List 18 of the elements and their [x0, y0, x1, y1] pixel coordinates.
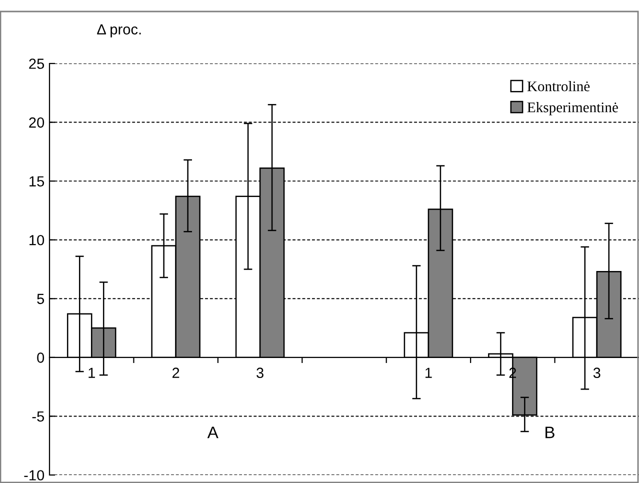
annotation: B [546, 426, 554, 438]
y-tick-label: 10 [30, 234, 44, 246]
y-tick-label: 0 [37, 352, 44, 363]
annotation: A [207, 426, 218, 438]
y-tick-label: 5 [37, 294, 44, 304]
y-tick-label: 20 [29, 117, 44, 128]
y-axis-title: Δ proc. [97, 24, 141, 38]
y-tick-label: 15 [30, 176, 44, 186]
y-tick-label: -5 [32, 411, 44, 422]
y-tick-label: 25 [29, 58, 44, 69]
legend-label: Kontrolinė [527, 81, 590, 92]
x-tick-label: 1 [426, 368, 432, 378]
x-tick-label: 2 [172, 368, 180, 378]
legend-label: Eksperimentinė [527, 102, 618, 116]
x-tick-label: 3 [593, 368, 600, 378]
x-tick-label: 1 [88, 368, 95, 378]
x-tick-label: 3 [256, 368, 264, 378]
y-tick-label: -10 [24, 470, 44, 480]
